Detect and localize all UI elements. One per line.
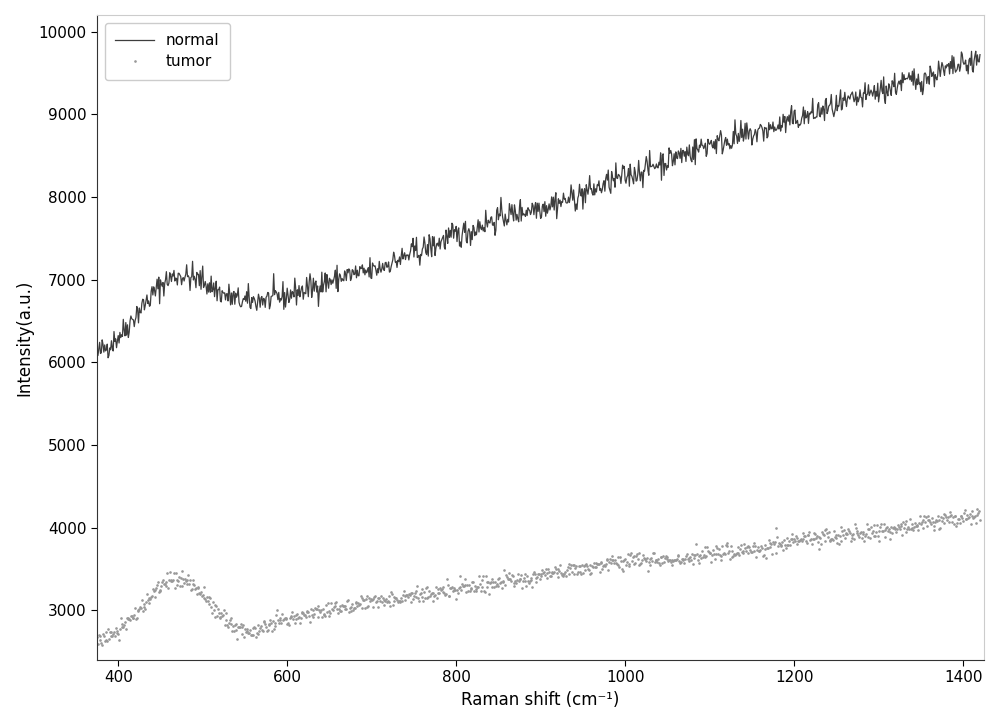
tumor <box>96 640 108 649</box>
Line: tumor: tumor <box>96 508 981 646</box>
normal <box>719 136 731 145</box>
tumor <box>971 505 983 514</box>
normal <box>890 90 902 98</box>
tumor <box>246 631 258 639</box>
tumor <box>722 549 734 557</box>
tumor <box>946 518 958 526</box>
normal <box>974 50 986 59</box>
tumor <box>974 515 986 524</box>
normal <box>102 353 114 362</box>
X-axis label: Raman shift (cm⁻¹): Raman shift (cm⁻¹) <box>461 691 620 709</box>
normal <box>246 293 258 302</box>
Line: normal: normal <box>97 51 980 358</box>
Y-axis label: Intensity(a.u.): Intensity(a.u.) <box>15 279 33 396</box>
normal <box>946 51 958 60</box>
normal <box>91 347 103 355</box>
Legend: normal, tumor: normal, tumor <box>105 22 230 80</box>
normal <box>418 232 430 241</box>
tumor <box>719 550 731 558</box>
tumor <box>91 633 103 641</box>
normal <box>722 140 734 149</box>
normal <box>970 47 982 56</box>
tumor <box>418 588 430 597</box>
tumor <box>890 528 902 536</box>
